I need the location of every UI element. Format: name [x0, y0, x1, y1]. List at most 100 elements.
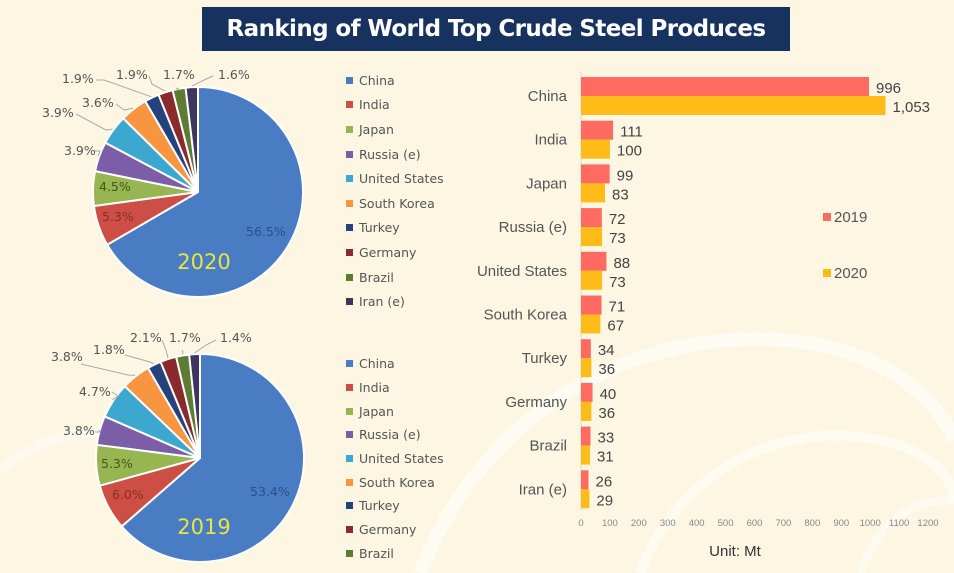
- legend-item-germany: Germany: [346, 240, 444, 265]
- legend-swatch: [346, 407, 353, 415]
- bar-japan-2019: [581, 164, 610, 184]
- legend-swatch: [346, 224, 353, 232]
- legend-swatch: [346, 273, 353, 281]
- pie-slice-iran-e: [184, 85, 199, 193]
- bar-legend-label-2020: 2020: [834, 265, 867, 282]
- pie-leader-line: [94, 150, 101, 157]
- bar-value-label: 40: [600, 386, 617, 403]
- bar-russia-e-2019: [581, 208, 602, 228]
- pie-data-label: 53.4%: [250, 484, 290, 499]
- legend-swatch: [346, 175, 353, 183]
- bar-value-label: 67: [607, 318, 624, 335]
- category-label-south-korea: South Korea: [484, 307, 568, 324]
- bar-turkey-2019: [581, 339, 591, 359]
- legend-item-turkey: Turkey: [346, 216, 444, 241]
- pie-data-label: 3.9%: [64, 143, 96, 158]
- x-tick-label: 0: [578, 518, 583, 529]
- legend-item-south-korea: South Korea: [346, 470, 444, 494]
- bar-brazil-2020: [581, 445, 590, 465]
- legend-swatch: [346, 101, 353, 109]
- bar-brazil-2019: [581, 426, 591, 446]
- x-tick-label: 500: [718, 518, 734, 529]
- legend-label: Germany: [359, 522, 417, 538]
- legend-label: Iran (e): [359, 294, 405, 310]
- legend-item-turkey: Turkey: [346, 494, 444, 518]
- category-label-russia-e: Russia (e): [499, 219, 567, 236]
- legend-item-germany: Germany: [346, 518, 444, 542]
- bar-value-label: 36: [598, 405, 615, 422]
- pie-data-label: 3.6%: [82, 95, 114, 110]
- category-label-united-states: United States: [477, 263, 567, 280]
- legend-item-united-states: United States: [346, 166, 444, 191]
- bar-south-korea-2020: [581, 314, 601, 334]
- bar-value-label: 99: [617, 167, 634, 184]
- pie-data-label: 1.6%: [218, 67, 250, 82]
- legend-swatch: [346, 455, 353, 463]
- pie-year-label: 2019: [177, 515, 230, 539]
- pie-leader-line: [175, 87, 180, 91]
- x-tick-label: 200: [631, 518, 647, 529]
- bar-china-2020: [581, 96, 886, 115]
- pie-data-label: 1.9%: [116, 67, 148, 82]
- x-tick-label: 1200: [917, 518, 938, 529]
- legend-item-iran-e: Iran (e): [346, 289, 444, 314]
- x-tick-label: 100: [602, 518, 618, 529]
- pie-leader-line: [191, 75, 214, 87]
- x-tick-label: 600: [747, 518, 763, 529]
- bar-turkey-2020: [581, 358, 592, 378]
- legend-label: India: [359, 380, 390, 396]
- bar-iran-e-2020: [581, 489, 590, 509]
- category-label-iran-e: Iran (e): [519, 481, 567, 498]
- pie-leader-line: [181, 349, 184, 355]
- pie-leader-line: [194, 339, 217, 354]
- pie-data-label: 1.7%: [169, 330, 201, 345]
- pie-data-label: 3.8%: [63, 423, 95, 438]
- bar-value-label: 29: [596, 492, 613, 509]
- legend-swatch: [346, 298, 353, 306]
- legend-item-russia-e: Russia (e): [346, 142, 444, 167]
- bar-legend-label-2019: 2019: [834, 209, 867, 226]
- bar-russia-e-2020: [581, 227, 603, 247]
- legend-item-japan: Japan: [346, 117, 444, 142]
- pie-leader-line: [80, 363, 136, 376]
- category-label-japan: Japan: [526, 175, 567, 192]
- bar-india-2019: [581, 120, 614, 140]
- legend-label: Brazil: [359, 269, 394, 285]
- pie-slice-china: [120, 352, 305, 563]
- legend-swatch: [346, 360, 353, 368]
- pie-data-label: 1.9%: [62, 71, 94, 86]
- bar-legend-swatch-2020: [823, 269, 831, 277]
- legend-label: Japan: [359, 121, 394, 137]
- pie-data-label: 2.1%: [130, 330, 162, 345]
- legend-label: Brazil: [359, 545, 394, 561]
- pie-legend-2019: China India Japan Russia (e) United States So…: [346, 352, 444, 565]
- legend-item-china: China: [346, 352, 444, 376]
- pie-data-label: 4.5%: [99, 179, 131, 194]
- legend-item-india: India: [346, 93, 444, 118]
- pie-leader-line: [75, 113, 113, 131]
- legend-swatch: [346, 125, 353, 133]
- legend-item-south-korea: South Korea: [346, 191, 444, 216]
- legend-item-japan: Japan: [346, 399, 444, 423]
- legend-label: India: [359, 97, 390, 113]
- bar-value-label: 73: [609, 230, 626, 247]
- legend-item-united-states: United States: [346, 447, 444, 471]
- x-tick-label: 400: [689, 518, 705, 529]
- bar-value-label: 73: [609, 274, 626, 291]
- category-label-germany: Germany: [505, 394, 567, 411]
- legend-label: China: [359, 356, 395, 372]
- category-label-india: India: [534, 132, 567, 149]
- bar-value-label: 34: [598, 342, 615, 359]
- legend-swatch: [346, 76, 353, 84]
- x-tick-label: 300: [660, 518, 676, 529]
- legend-label: South Korea: [359, 474, 435, 490]
- bar-germany-2020: [581, 401, 592, 421]
- pie-leader-line: [111, 391, 119, 401]
- bar-japan-2020: [581, 183, 606, 203]
- legend-label: United States: [359, 451, 444, 467]
- legend-swatch: [346, 478, 353, 486]
- category-label-china: China: [528, 88, 568, 105]
- pie-data-label: 1.8%: [93, 342, 125, 357]
- bar-value-label: 26: [596, 473, 613, 490]
- page-title: Ranking of World Top Crude Steel Produce…: [202, 7, 790, 51]
